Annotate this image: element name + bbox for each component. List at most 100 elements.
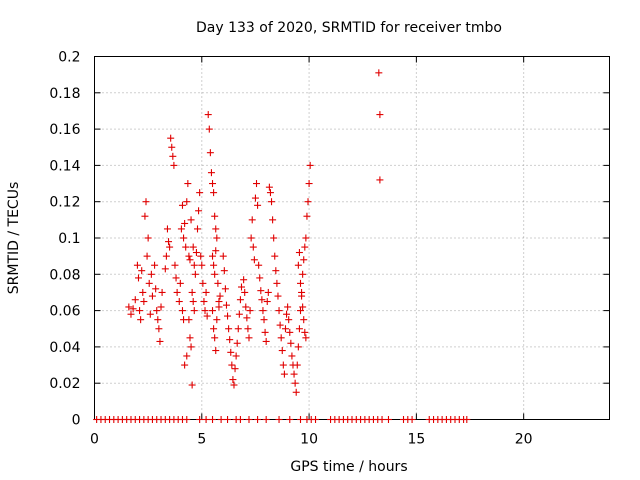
data-point — [169, 152, 177, 160]
data-point — [375, 69, 383, 77]
y-tick-label: 0.16 — [49, 122, 80, 138]
data-point — [224, 416, 232, 423]
data-point — [242, 303, 250, 311]
data-point — [178, 307, 186, 315]
data-point — [263, 298, 271, 306]
data-point — [155, 325, 163, 333]
data-point — [202, 288, 210, 296]
data-point — [162, 252, 170, 260]
data-point — [153, 307, 161, 315]
data-point — [279, 361, 287, 369]
y-tick-label: 0 — [72, 413, 81, 429]
data-point — [209, 416, 217, 423]
data-point — [302, 234, 310, 242]
data-point — [198, 261, 206, 269]
data-point — [189, 243, 197, 251]
y-tick-label: 0.02 — [49, 376, 80, 392]
data-point — [207, 169, 215, 177]
data-point — [125, 303, 133, 311]
x-tick-label: 10 — [300, 432, 318, 448]
data-point — [256, 274, 264, 282]
data-point — [183, 416, 191, 423]
data-point — [148, 292, 156, 300]
data-point — [277, 334, 285, 342]
data-point — [177, 225, 185, 233]
y-tick-label: 0.2 — [58, 50, 80, 66]
data-point — [259, 307, 267, 315]
data-point — [275, 307, 283, 315]
data-point — [217, 416, 225, 423]
data-point — [285, 316, 293, 324]
data-point — [209, 252, 217, 260]
data-point — [211, 212, 219, 220]
x-tick-label: 20 — [515, 432, 533, 448]
data-point — [276, 321, 284, 329]
data-point — [184, 180, 192, 188]
data-point — [221, 285, 229, 293]
y-axis: 0 0.02 0.04 0.06 0.08 0.1 0.12 0.14 0.16 0.18 0.2 — [49, 50, 610, 429]
data-point — [183, 352, 191, 360]
data-point — [210, 189, 218, 197]
data-point — [250, 256, 258, 264]
data-point — [245, 416, 253, 423]
y-tick-label: 0.1 — [58, 231, 80, 247]
data-point — [144, 234, 152, 242]
data-point — [165, 238, 173, 246]
data-point — [312, 416, 320, 423]
data-point — [196, 416, 204, 423]
data-point — [187, 343, 195, 351]
grid-lines — [94, 56, 610, 420]
data-point — [274, 292, 282, 300]
data-point — [287, 339, 295, 347]
y-tick-label: 0.12 — [49, 195, 80, 211]
data-point — [145, 279, 153, 287]
data-point — [167, 134, 175, 142]
data-point — [161, 265, 169, 273]
data-point — [211, 270, 219, 278]
data-point — [203, 312, 211, 320]
data-point — [211, 334, 219, 342]
data-point — [156, 337, 164, 345]
data-point — [262, 416, 270, 423]
data-point — [303, 212, 311, 220]
data-point — [268, 198, 276, 206]
y-axis-label: SRMTID / TECUs — [6, 182, 22, 295]
data-point — [188, 381, 196, 389]
data-point — [139, 288, 147, 296]
data-point — [204, 111, 212, 119]
data-point — [141, 212, 149, 220]
data-point — [191, 270, 199, 278]
data-point — [180, 316, 188, 324]
data-point — [233, 339, 241, 347]
data-point — [297, 307, 304, 315]
data-point — [270, 234, 278, 242]
data-point — [275, 416, 283, 423]
data-point — [225, 325, 233, 333]
data-point — [154, 316, 162, 324]
data-point — [209, 307, 217, 315]
data-point — [295, 325, 303, 333]
data-point — [244, 325, 252, 333]
data-point — [305, 180, 313, 188]
data-point — [248, 216, 256, 224]
data-point — [201, 307, 209, 315]
data-point — [142, 198, 150, 206]
data-point — [131, 296, 139, 304]
data-point — [210, 325, 218, 333]
y-tick-label: 0.06 — [49, 304, 80, 320]
data-point — [224, 312, 232, 320]
data-point — [136, 307, 144, 315]
data-point — [212, 225, 220, 233]
data-point — [227, 348, 235, 356]
data-point — [158, 288, 166, 296]
data-point — [199, 279, 207, 287]
data-point — [157, 303, 165, 311]
data-point — [151, 261, 159, 269]
x-axis-label: GPS time / hours — [290, 459, 407, 475]
data-point — [228, 361, 236, 369]
data-point — [301, 243, 309, 251]
data-point — [186, 256, 194, 264]
data-point — [181, 361, 189, 369]
data-point — [294, 261, 302, 269]
